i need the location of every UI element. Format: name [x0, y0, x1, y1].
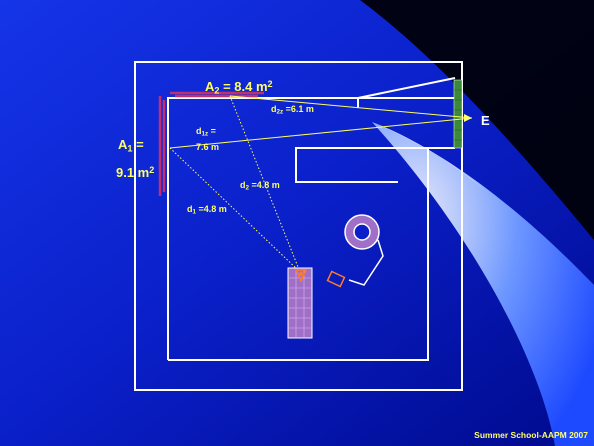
area-a1-label-top: A1 = [118, 137, 144, 154]
dotted-paths [169, 95, 301, 273]
swoosh-decoration [372, 122, 594, 446]
door-detector-icon [453, 79, 463, 149]
arrow-head-icon [464, 114, 472, 122]
distance-d1-label: d1 =4.8 m [187, 204, 227, 216]
linac-head-box [326, 270, 346, 288]
area-a2-label: A2 = 8.4 m2 [205, 79, 273, 96]
distance-d2z-label: d2z =6.1 m [271, 104, 314, 116]
distance-d1z-label-top: d1z = [196, 126, 216, 138]
footer-credit: Summer School-AAPM 2007 [474, 430, 588, 440]
point-e-label: E [481, 113, 490, 128]
distance-d2-label: d2 =4.8 m [240, 180, 280, 192]
maze-inner-walls [167, 77, 456, 361]
room-outer-wall [134, 61, 463, 391]
distance-d1z-label-bottom: 7.6 m [196, 142, 220, 152]
gantry-ring-icon [344, 214, 380, 250]
corner-dark-sweep [360, 0, 594, 240]
source-marker-icon [294, 269, 308, 283]
area-a1-label-bottom: 9.1 m2 [116, 165, 155, 181]
cable-line [348, 239, 384, 286]
barrier-area-markers [158, 91, 264, 196]
